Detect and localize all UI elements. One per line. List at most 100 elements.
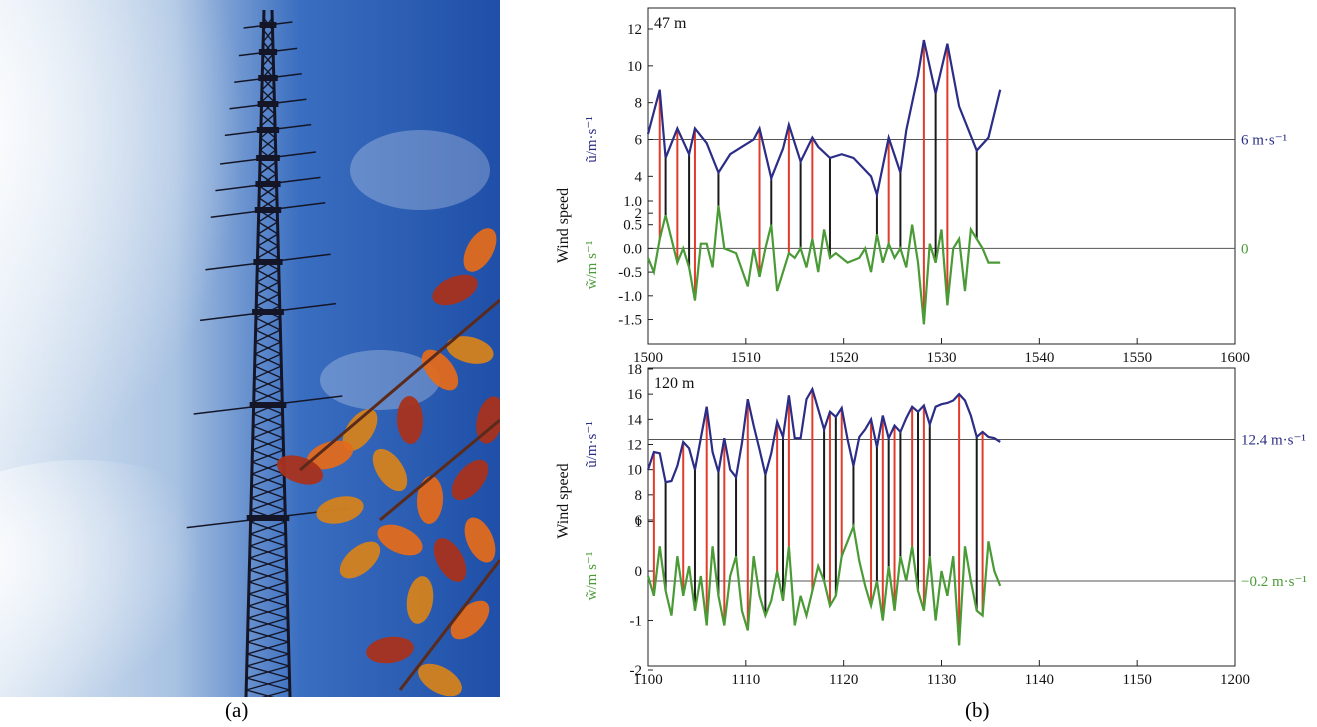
panel-47m: 47 m 12 10 8 6 4 21.0 0.5 0.0 -0.5 -1.0 -1.5 1500 151… (555, 7, 1287, 366)
x-tick-label: 1500 (633, 350, 663, 366)
leaf (476, 396, 500, 444)
leaf (372, 448, 408, 492)
x-tick-label: 1100 (633, 672, 662, 688)
tower-brace (246, 641, 289, 655)
tower-boom (215, 176, 321, 192)
tower-brace (257, 233, 279, 247)
tower-brace (248, 581, 288, 595)
tower-brace (259, 137, 276, 151)
w-tick-label: -0.5 (618, 265, 642, 281)
leaf (463, 228, 497, 272)
tower-boom (199, 302, 337, 322)
tower-brace (256, 269, 280, 283)
leaf (377, 524, 423, 556)
w-reference-label: 0 (1241, 241, 1249, 257)
tower-brace (256, 281, 280, 295)
ylabel-u: ũ/m·s⁻¹ (584, 116, 600, 163)
tower-brace (246, 653, 290, 667)
leaf (339, 541, 381, 579)
tower-brace (251, 473, 285, 487)
w-series-line (646, 522, 1002, 646)
tower-brace (262, 53, 274, 67)
tower-boom (229, 98, 307, 110)
x-tick-label: 1110 (731, 672, 760, 688)
lattice-tower-photo-icon (0, 0, 500, 697)
tower-brace (251, 449, 284, 463)
x-tick-label: 1150 (1122, 672, 1151, 688)
tower-brace (262, 29, 274, 43)
branch (299, 298, 500, 691)
w-reference-label: −0.2 m·s⁻¹ (1241, 574, 1307, 590)
tower-brace (261, 89, 275, 103)
w-tick-label: -1 (630, 614, 643, 630)
ylabel-w: w̃/m s⁻¹ (584, 552, 600, 601)
leaf (464, 517, 496, 563)
caption-b: (b) (965, 698, 990, 722)
u-tick-label: 12 (627, 438, 642, 454)
u-tick-label: 12 (627, 22, 642, 38)
u-tick-label: 10 (627, 59, 642, 75)
tower-brace (253, 389, 283, 403)
x-tick-label: 1120 (829, 672, 858, 688)
u-reference-label: 6 m·s⁻¹ (1241, 133, 1287, 149)
ylabel-u: ũ/m·s⁻¹ (584, 421, 600, 468)
tower-brace (249, 545, 287, 559)
tower-brace (246, 665, 290, 679)
leaf (450, 600, 490, 640)
tower-brace (254, 353, 282, 367)
leaf (446, 336, 494, 364)
tower-boom (238, 47, 298, 57)
w-tick-label: 0 (635, 564, 643, 580)
u-series-line (646, 39, 1002, 200)
x-tick-label: 1140 (1025, 672, 1054, 688)
w-tick-label: 1 (635, 515, 643, 531)
tower-boom (224, 123, 312, 137)
ylabel-w: w̃/m s⁻¹ (584, 241, 600, 290)
tower-brace (247, 629, 289, 643)
leaf (451, 459, 489, 501)
u-tick-label: 16 (627, 387, 643, 403)
tower-brace (252, 413, 283, 427)
tower-brace (260, 113, 276, 127)
tower-boom (193, 395, 343, 415)
leaf (306, 440, 354, 470)
tower-brace (255, 317, 281, 331)
ylabel-main: Wind speed (555, 463, 572, 538)
leaf (406, 576, 434, 624)
height-label: 120 m (654, 375, 695, 392)
leaf (433, 538, 467, 582)
height-label: 47 m (654, 15, 687, 32)
tower-brace (261, 689, 291, 697)
w-tick-label: -1.0 (618, 289, 642, 305)
x-tick-label: 1130 (927, 672, 956, 688)
x-tick-label: 1200 (1220, 672, 1250, 688)
leaf (342, 408, 378, 452)
leaf (366, 636, 414, 664)
tower-brace (254, 365, 282, 379)
tower-brace (245, 677, 290, 691)
u-tick-label: 10 (627, 463, 642, 479)
tower-brace (249, 557, 287, 571)
caption-a: (a) (225, 698, 249, 722)
w-tick-label: -2 (630, 663, 643, 679)
tower-brace (253, 377, 282, 391)
ylabel-main: Wind speed (555, 188, 572, 263)
tower-brace (249, 533, 286, 547)
tower-brace (248, 569, 287, 583)
leaf (316, 496, 364, 524)
tower-brace (247, 617, 289, 631)
w-tick-label: 0.5 (623, 218, 642, 234)
u-tick-label: 14 (627, 412, 643, 428)
u-tick-label: 8 (635, 488, 643, 504)
w-series-line (646, 205, 1001, 325)
tower-boom (220, 151, 316, 165)
leaf (396, 396, 424, 444)
plot-frame (647, 367, 1236, 667)
plot-frame (647, 7, 1236, 345)
u-tick-label: 4 (635, 169, 643, 185)
w-tick-label: 1.0 (623, 194, 642, 210)
u-reference-label: 12.4 m·s⁻¹ (1241, 432, 1306, 448)
leaf (418, 663, 462, 697)
u-tick-label: 6 (635, 513, 643, 529)
